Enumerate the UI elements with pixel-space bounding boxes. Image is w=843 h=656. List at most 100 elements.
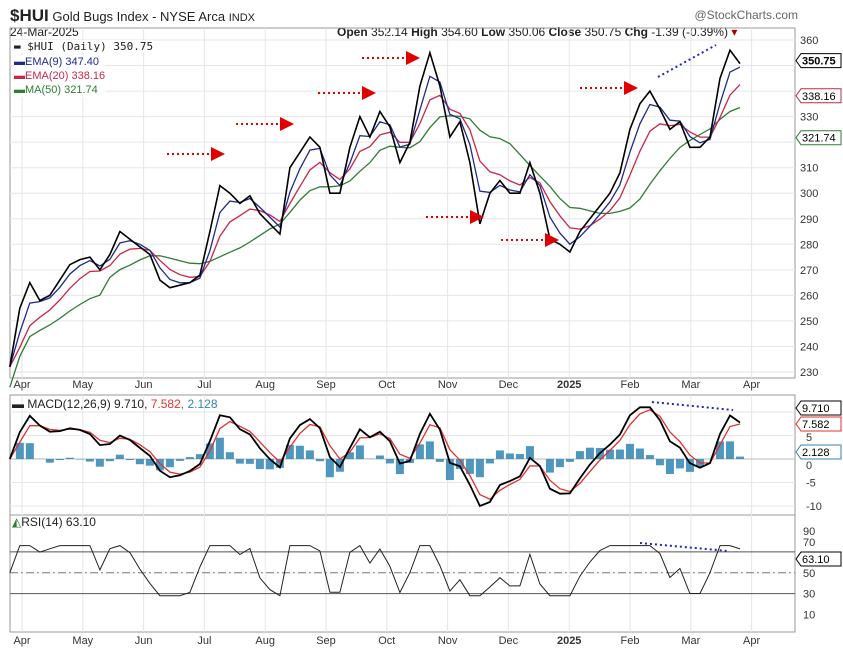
legend-ma50-text: MA(50) 321.74 xyxy=(25,84,98,96)
macd-hist-bar xyxy=(165,459,174,468)
annotation-arrow-head-icon xyxy=(624,81,638,95)
close-tag-label: 350.75 xyxy=(802,56,836,68)
ema20-line xyxy=(9,84,741,368)
macd-hist-bar xyxy=(325,459,334,478)
rsi-legend-text: RSI(14) 63.10 xyxy=(21,515,96,529)
macd-hist-bar xyxy=(665,459,674,475)
ema20-tag-label: 338.16 xyxy=(802,91,836,103)
macd-hist-bar xyxy=(655,459,664,466)
macd-hist-bar xyxy=(15,442,24,459)
legend-ma50: ▬MA(50) 321.74 xyxy=(14,84,98,96)
signal-tag-label: 7.582 xyxy=(802,419,830,431)
macd-hist-bar xyxy=(565,459,574,462)
macd-hist-bar xyxy=(485,459,494,464)
x-tick-label: Feb xyxy=(621,379,640,391)
x-tick-label: May xyxy=(72,635,93,647)
macd-hist-bar xyxy=(125,459,134,461)
annotation-arrow-head-icon xyxy=(470,210,484,224)
rsi-line xyxy=(9,544,741,597)
macd-hist-bar xyxy=(555,459,564,468)
ma50-line xyxy=(9,106,741,388)
macd-tag xyxy=(795,400,842,416)
macd-hist-bar xyxy=(195,454,204,459)
macd-hist-bar xyxy=(85,459,94,462)
macd-hist-bar xyxy=(295,445,304,459)
macd-line xyxy=(8,406,741,508)
macd-hist-bar xyxy=(375,455,384,459)
macd-signal-text: 7.582, xyxy=(150,397,185,411)
x-tick-label: Nov xyxy=(438,379,458,391)
y-tick-label: 290 xyxy=(800,214,818,226)
macd-hist-bar xyxy=(455,459,464,469)
x-tick-label: Feb xyxy=(621,635,640,647)
y-tick-label: 260 xyxy=(800,290,818,302)
legend-ema20-text: EMA(20) 338.16 xyxy=(25,70,106,82)
macd-hist-bar xyxy=(545,459,554,473)
macd-tag-label: 9.710 xyxy=(802,403,830,415)
price-legend: ▬ $HUI (Daily) 350.75 xyxy=(14,40,154,53)
legend-ema9: ▬EMA(9) 347.40 xyxy=(14,56,99,68)
exchange: INDX xyxy=(228,12,255,24)
macd-hist-bar xyxy=(255,459,264,470)
x-tick-label: 2025 xyxy=(557,379,581,391)
macd-hist-bar xyxy=(685,459,694,472)
divergence-line-price xyxy=(657,44,717,78)
macd-hist-bar xyxy=(145,459,154,466)
annotation-arrow-head-icon xyxy=(280,117,294,131)
annotation-arrow-head-icon xyxy=(406,51,420,65)
symbol: $HUI xyxy=(10,6,49,25)
close-tag xyxy=(795,53,842,69)
macd-hist-bar xyxy=(475,459,484,478)
macd-tick-label: 0 xyxy=(806,460,812,472)
macd-hist-bar xyxy=(465,459,474,474)
x-tick-label: Jul xyxy=(197,635,211,647)
annotation-arrow-head-icon xyxy=(362,86,376,100)
annotation-arrow-head-icon xyxy=(545,233,559,247)
signal-tag xyxy=(795,416,842,432)
y-tick-label: 250 xyxy=(800,316,818,328)
down-arrow-icon: ▾ xyxy=(731,25,738,39)
y-tick-label: 300 xyxy=(800,188,818,200)
y-tick-label: 310 xyxy=(800,163,818,175)
index-name: Gold Bugs Index - NYSE Arca xyxy=(52,9,226,24)
macd-hist-bar xyxy=(315,459,324,462)
macd-hist-bar xyxy=(615,449,624,459)
macd-hist-bar xyxy=(305,450,314,459)
macd-hist-text: 2.128 xyxy=(187,397,218,411)
rsi-tick-label: 30 xyxy=(803,589,815,601)
macd-hist-bar xyxy=(675,459,684,469)
ema20-tag xyxy=(795,88,842,104)
macd-hist-bar xyxy=(55,459,64,461)
macd-hist-bar xyxy=(25,443,34,459)
macd-hist-bar xyxy=(45,459,54,463)
y-tick-label: 230 xyxy=(800,367,818,379)
x-tick-label: Mar xyxy=(681,635,700,647)
macd-hist-bar xyxy=(435,459,444,462)
x-tick-label: Oct xyxy=(378,379,395,391)
ma50-tag xyxy=(795,130,842,146)
macd-hist-bar xyxy=(285,444,294,459)
macd-hist-bar xyxy=(495,450,504,459)
x-tick-label: Dec xyxy=(499,635,519,647)
ma50-tag-label: 321.74 xyxy=(802,133,836,145)
macd-hist-bar xyxy=(215,437,224,459)
price-line xyxy=(9,48,741,368)
chart-title: $HUI Gold Bugs Index - NYSE Arca INDX xyxy=(10,6,255,26)
macd-hist-bar xyxy=(345,452,354,459)
rsi-tick-label: 50 xyxy=(803,568,815,580)
macd-hist-bar xyxy=(575,451,584,459)
macd-hist-bar xyxy=(585,447,594,459)
macd-hist-bar xyxy=(395,459,404,475)
macd-legend: ▬ MACD(12,26,9) 9.710, 7.582, 2.128 xyxy=(12,397,218,411)
macd-hist-bar xyxy=(355,445,364,459)
macd-hist-bar xyxy=(715,441,724,459)
macd-hist-bar xyxy=(525,446,534,459)
x-tick-label: Jul xyxy=(197,379,211,391)
x-tick-label: Sep xyxy=(316,379,336,391)
price-legend-ma: ▬EMA(9) 347.40 ▬EMA(20) 338.16 ▬MA(50) 3… xyxy=(14,55,106,97)
macd-hist-bar xyxy=(515,454,524,459)
macd-tick-label: 5 xyxy=(806,432,812,444)
macd-hist-bar xyxy=(95,459,104,467)
price-panel xyxy=(9,27,796,379)
